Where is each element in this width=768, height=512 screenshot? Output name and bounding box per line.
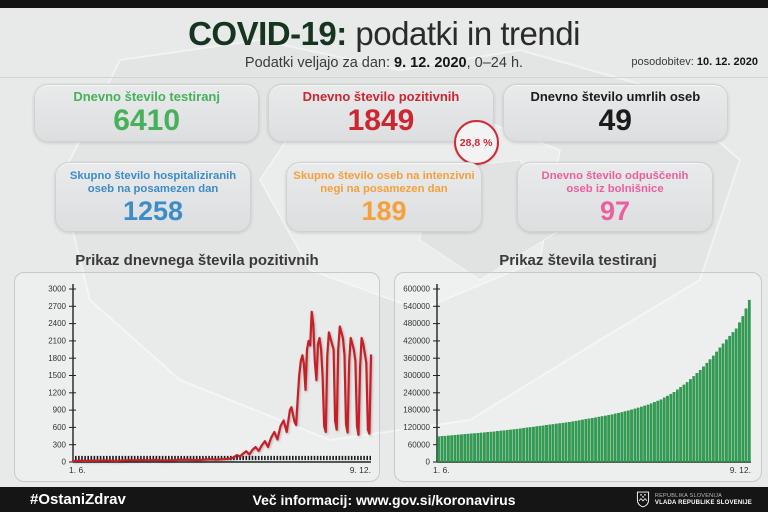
svg-text:0: 0 [62, 458, 67, 467]
card-daily-deaths-label: Dnevno število umrlih oseb [530, 88, 701, 104]
svg-text:9. 12.: 9. 12. [730, 465, 751, 475]
svg-text:900: 900 [53, 406, 67, 415]
page-title-strong: COVID-19: [188, 15, 347, 52]
svg-text:540000: 540000 [403, 302, 430, 311]
update-date-value: 10. 12. 2020 [696, 56, 758, 68]
card-icu-value: 189 [361, 195, 407, 226]
tests-bar-chart-canvas: 0 60000 120000 180000 240000 300000 360000 4200… [395, 273, 761, 481]
update-date: posodobitev: 10. 12. 2020 [631, 56, 758, 68]
footer: #OstaniZdrav Več informacij: www.gov.si/… [0, 487, 768, 512]
card-daily-positive: Dnevno število pozitivnih 1849 28,8 % [268, 84, 499, 165]
card-discharged: Dnevno število odpuščenih oseb iz bolnišn… [517, 162, 713, 232]
update-label: posodobitev: [631, 56, 697, 68]
positives-line-chart-canvas: 0 300 600 900 1200 1500 1800 2100 2400 2700 3000 1.… [15, 273, 379, 481]
card-hospitalized-label: Skupno število hospitaliziranih oseb na p… [70, 170, 236, 196]
footer-gov-logo: REPUBLIKA SLOVENIJA VLADA REPUBLIKE SLOV… [636, 491, 752, 508]
subtitle-date: 9. 12. 2020 [394, 55, 467, 71]
svg-text:0: 0 [426, 458, 431, 467]
svg-text:1800: 1800 [48, 354, 66, 363]
card-hospitalized-label-line1: Skupno število hospitaliziranih [69, 169, 237, 182]
svg-text:1. 6.: 1. 6. [69, 465, 86, 475]
stat-cards-row-2: Skupno število hospitaliziranih oseb na p… [55, 162, 713, 232]
page-title: COVID-19: podatki in trendi [0, 14, 768, 54]
card-daily-tests: Dnevno število testiranj 6410 [34, 84, 260, 142]
card-daily-positive-value: 1849 [347, 103, 415, 137]
card-icu-label-line1: Skupno število oseb na intenzivni [293, 169, 475, 182]
stat-cards-row-1: Dnevno število testiranj 6410 Dnevno šte… [34, 84, 728, 165]
subtitle-suffix: , 0–24 h. [466, 55, 524, 71]
card-daily-positive-label: Dnevno število pozitivnih [302, 88, 460, 104]
page-title-rest: podatki in trendi [346, 15, 580, 52]
card-daily-tests-value: 6410 [113, 103, 181, 137]
svg-text:240000: 240000 [403, 388, 430, 397]
svg-text:2100: 2100 [48, 337, 66, 346]
card-daily-deaths-value: 49 [598, 103, 632, 137]
svg-text:420000: 420000 [403, 337, 430, 346]
positives-chart-title: Prikaz dnevnega števila pozitivnih [75, 252, 319, 269]
svg-text:180000: 180000 [403, 406, 430, 415]
svg-text:480000: 480000 [403, 319, 430, 328]
svg-text:600000: 600000 [403, 285, 430, 294]
subtitle-prefix: Podatki veljajo za dan: [244, 55, 395, 71]
card-discharged-label-line2: oseb iz bolnišnice [566, 182, 664, 195]
card-daily-deaths: Dnevno število umrlih oseb 49 [502, 84, 728, 142]
footer-hashtag: #OstaniZdrav [30, 491, 126, 508]
card-icu-label: Skupno število oseb na intenzivni negi na… [293, 170, 474, 196]
card-discharged-label: Dnevno število odpuščenih oseb iz bolnišn… [542, 170, 689, 196]
card-icu: Skupno število oseb na intenzivni negi na… [286, 162, 482, 232]
svg-text:60000: 60000 [408, 440, 431, 449]
svg-text:1. 6.: 1. 6. [433, 465, 450, 475]
top-black-bar [0, 0, 768, 8]
card-discharged-label-line1: Dnevno število odpuščenih [541, 169, 689, 182]
header: COVID-19: podatki in trendi Podatki velj… [0, 8, 768, 78]
card-discharged-value: 97 [599, 195, 631, 226]
svg-text:9. 12.: 9. 12. [350, 465, 371, 475]
svg-text:3000: 3000 [48, 285, 66, 294]
coat-of-arms-icon [636, 491, 649, 508]
positives-line-chart: 0 300 600 900 1200 1500 1800 2100 2400 2700 3000 1.… [14, 272, 380, 482]
tests-chart-title: Prikaz števila testiranj [499, 252, 657, 269]
gov-text: REPUBLIKA SLOVENIJA VLADA REPUBLIKE SLOV… [655, 493, 752, 506]
svg-text:300000: 300000 [403, 371, 430, 380]
svg-text:2700: 2700 [48, 302, 66, 311]
svg-text:1500: 1500 [48, 371, 66, 380]
card-hospitalized-label-line2: oseb na posamezen dan [87, 182, 219, 195]
gov-line1: REPUBLIKA SLOVENIJA [654, 493, 723, 499]
card-icu-label-line2: negi na posamezen dan [320, 182, 448, 195]
svg-text:360000: 360000 [403, 354, 430, 363]
svg-text:120000: 120000 [403, 423, 430, 432]
svg-text:1200: 1200 [48, 388, 66, 397]
gov-line2: VLADA REPUBLIKE SLOVENIJE [654, 499, 752, 506]
svg-text:2400: 2400 [48, 319, 66, 328]
footer-info-link[interactable]: Več informacij: www.gov.si/koronavirus [252, 491, 516, 508]
svg-text:300: 300 [53, 440, 67, 449]
svg-text:600: 600 [53, 423, 67, 432]
card-hospitalized-value: 1258 [122, 195, 184, 226]
card-hospitalized: Skupno število hospitaliziranih oseb na p… [55, 162, 251, 232]
tests-bar-chart: 0 60000 120000 180000 240000 300000 360000 4200… [394, 272, 762, 482]
positive-share-badge: 28,8 % [453, 120, 499, 165]
card-daily-tests-label: Dnevno število testiranj [73, 88, 220, 104]
